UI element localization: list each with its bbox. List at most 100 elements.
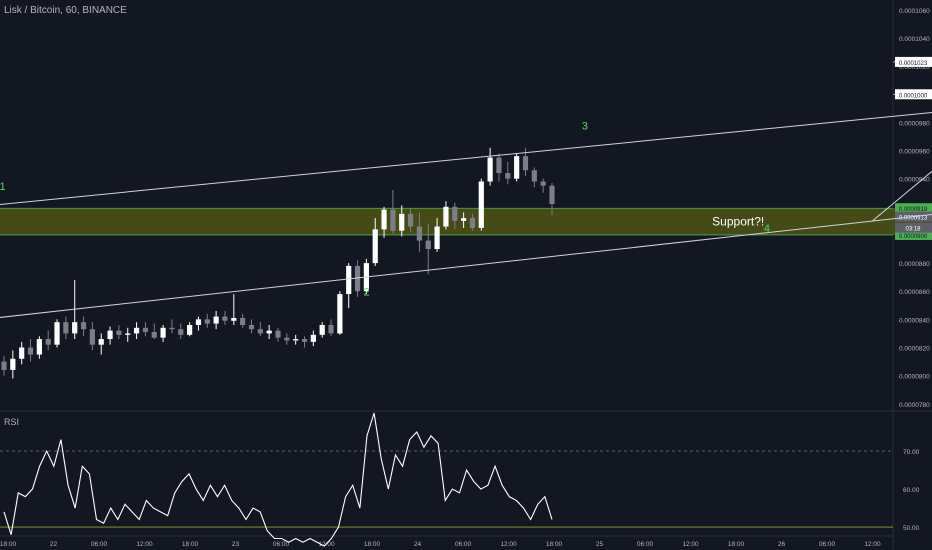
candle-body (204, 319, 210, 324)
candle-body (107, 330, 113, 340)
x-tick-label: 18:00 (728, 541, 745, 548)
candle-body (540, 181, 546, 186)
rsi-series-line (3, 412, 553, 547)
y-tick-label: 0.0000800 (899, 374, 930, 381)
candle-body (461, 218, 467, 221)
x-tick-label: 06:00 (637, 541, 654, 548)
support-tag (895, 203, 932, 214)
candle-body (514, 156, 520, 179)
x-tick-label: 18:00 (182, 541, 199, 548)
candle-body (354, 265, 361, 292)
y-tick-label: 0.0000840 (899, 317, 930, 324)
chart-title: Lisk / Bitcoin, 60, BINANCE (4, 5, 127, 16)
candle-body (133, 327, 140, 334)
candle-body (169, 327, 175, 330)
candle-body (469, 218, 476, 228)
support-tag-text: 0.0000919 (899, 207, 928, 213)
candle-body (178, 329, 184, 335)
candle-body (372, 229, 378, 264)
countdown-text: 03:18 (905, 227, 921, 233)
y-tick-label: 0.0000820 (899, 346, 930, 353)
rsi-tick-label: 70.00 (903, 449, 920, 456)
support-tag-text: 0.0000900 (899, 234, 928, 240)
x-tick-label: 18:00 (0, 541, 17, 548)
x-tick-label: 06:00 (455, 541, 472, 548)
x-tick-label: 18:00 (364, 541, 381, 548)
candle-body (231, 317, 237, 321)
candle-body (151, 332, 157, 338)
y-tick-label: 0.0000860 (899, 289, 930, 296)
x-tick-label: 22 (50, 541, 58, 548)
candle-body (72, 322, 78, 334)
candle-body (222, 316, 228, 321)
level-tag-text: 0.0001023 (899, 61, 928, 67)
channel-lower-line (0, 214, 932, 318)
candle-body (45, 339, 51, 345)
wave-label-1: 1 (0, 181, 6, 193)
candle-body (487, 157, 493, 182)
candle-body (1, 361, 7, 371)
candle-body (549, 185, 555, 204)
x-tick-label: 12:00 (864, 541, 881, 548)
candle-body (27, 347, 34, 355)
x-tick-label: 18:00 (546, 541, 563, 548)
candle-body (531, 170, 537, 182)
candle-body (10, 358, 16, 371)
candle-body (248, 324, 255, 330)
candle-body (19, 347, 25, 359)
candle-body (346, 265, 352, 295)
candle-body (293, 339, 299, 341)
x-tick-label: 06:00 (819, 541, 836, 548)
support-label: Support?! (712, 215, 764, 229)
candle-body (213, 316, 219, 324)
candle-body (478, 181, 484, 228)
x-tick-label: 26 (778, 541, 786, 548)
candle-body (337, 294, 343, 334)
countdown-tag (895, 222, 932, 233)
level-tag-text: 0.0001000 (899, 93, 928, 99)
y-tick-label: 0.0000980 (899, 120, 930, 127)
candle-body (80, 322, 87, 330)
candle-body (390, 209, 396, 231)
candle-body (522, 156, 529, 171)
y-tick-label: 0.0001040 (899, 36, 930, 43)
candle-body (187, 324, 193, 335)
level-tag (895, 89, 932, 100)
projection-arrow (872, 170, 932, 222)
wave-label-3: 3 (582, 120, 588, 132)
candle-body (116, 330, 122, 335)
x-tick-label: 25 (596, 541, 604, 548)
candle-body (310, 334, 316, 342)
candle-body (425, 240, 431, 250)
candle-body (257, 329, 263, 334)
candle-body (142, 327, 149, 333)
candle-body (505, 173, 511, 179)
candle-body (125, 333, 131, 335)
x-tick-label: 24 (414, 541, 422, 548)
last-price-text: 0.0000913 (899, 216, 928, 222)
y-tick-label: 0.0001060 (899, 8, 930, 15)
x-tick-label: 23 (232, 541, 240, 548)
candle-body (63, 322, 69, 334)
candle-body (266, 330, 272, 334)
y-tick-label: 0.0000960 (899, 149, 930, 156)
x-tick-label: 12:00 (318, 541, 335, 548)
support-tag (895, 229, 932, 240)
candle-body (443, 206, 449, 227)
candle-body (452, 206, 458, 221)
support-zone (0, 208, 932, 235)
level-tag (895, 56, 932, 67)
candle-body (284, 337, 290, 341)
candle-body (319, 324, 325, 335)
candle-body (399, 213, 405, 231)
candle-body (407, 213, 414, 227)
rsi-tick-label: 50.00 (903, 525, 920, 532)
candle-body (89, 329, 95, 345)
candle-body (195, 319, 202, 325)
y-tick-label: 0.0001020 (899, 64, 930, 71)
candle-body (496, 157, 502, 174)
x-tick-label: 06:00 (273, 541, 290, 548)
x-tick-label: 12:00 (500, 541, 517, 548)
candle-body (275, 330, 281, 338)
